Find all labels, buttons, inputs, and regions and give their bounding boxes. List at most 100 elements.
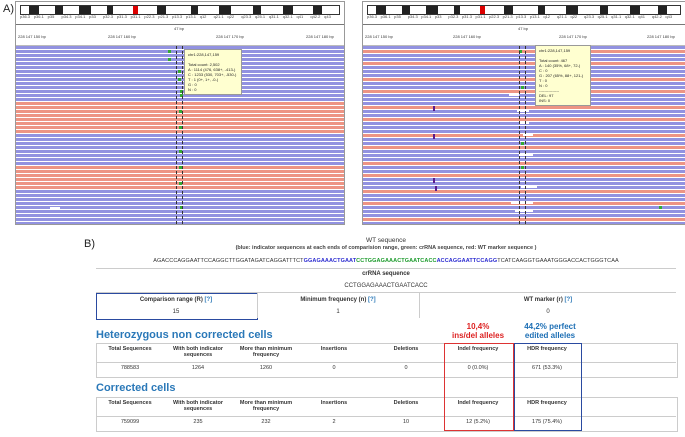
ruler-tick: 228 147 170 bp	[216, 34, 244, 39]
tooltip-line: T : 0	[539, 78, 547, 83]
read-row	[363, 54, 685, 57]
ideogram-band-label: q21.1	[556, 14, 567, 19]
min-frequency-value[interactable]: 1	[336, 309, 340, 315]
read-row	[16, 186, 344, 189]
table-header-cell: HDR frequency	[527, 346, 567, 352]
table-value-cell: 0	[404, 365, 408, 371]
read-row	[363, 50, 685, 53]
ideogram-band-label: p33	[89, 14, 96, 19]
table-header-cell: More than minimum frequency	[239, 400, 293, 412]
ideogram-band-label: q32.1	[282, 14, 293, 19]
read-row	[16, 134, 344, 137]
seq-indicator-left: GGAGAAACTGAAT	[303, 258, 357, 264]
tooltip-line: N : 0	[539, 83, 548, 88]
table-value-cell: 232	[261, 419, 271, 425]
deletion-marker	[519, 122, 529, 124]
igv-panel-heterozygous[interactable]: p36.3 p36.1 p35 p34.3 p34.1 p33 p32.3 p31.3 p31.…	[15, 1, 345, 225]
tooltip-line: ---------------	[539, 88, 559, 93]
table-header-cell: Indel frequency	[457, 400, 499, 406]
table-value-cell: 2	[332, 419, 336, 425]
read-row	[363, 62, 685, 65]
table-header-cell: Deletions	[393, 346, 419, 352]
insertion-marker	[435, 186, 437, 191]
read-row	[363, 102, 685, 105]
read-row	[363, 218, 685, 221]
read-row	[363, 90, 685, 93]
read-alignment-track[interactable]	[16, 46, 344, 224]
read-row	[16, 210, 344, 213]
deletion-marker	[519, 154, 533, 156]
table-header-cell: Insertions	[320, 400, 348, 406]
ideogram-band-label: p33	[434, 14, 442, 19]
ideogram-band-label: p34.3	[407, 14, 418, 19]
mismatch-marker	[179, 150, 182, 153]
ideogram-band-label: p22.3	[144, 14, 155, 19]
read-row	[16, 50, 344, 53]
read-row	[363, 158, 685, 161]
ideogram-band-label: p32.3	[448, 14, 459, 19]
divider	[96, 362, 676, 363]
read-row	[16, 62, 344, 65]
comparison-range-value[interactable]: 15	[172, 309, 180, 315]
ideogram-labels: p36.3 p36.1 p35 p34.3 p34.1 p33 p32.3 p31.3 p31.…	[20, 14, 340, 20]
ideogram-band-label: p31.1	[475, 14, 486, 19]
tooltip-line: Total count: 467	[539, 58, 568, 63]
insertion-marker	[433, 178, 435, 183]
tooltip-line: A : 140 (35%, 68+, 72-)	[539, 63, 581, 68]
read-row	[16, 82, 344, 85]
table-value-cell: 759099	[120, 419, 140, 425]
read-row	[16, 122, 344, 125]
divider	[96, 416, 676, 417]
ideogram-band-label: p32.3	[102, 14, 113, 19]
read-row	[363, 142, 685, 145]
deletion-marker	[521, 186, 537, 188]
tooltip-line: C : 0	[539, 68, 548, 73]
help-link[interactable]: [?]	[564, 297, 573, 303]
ideogram-band-label: p36.3	[20, 14, 31, 19]
read-row	[363, 206, 685, 209]
read-row	[16, 158, 344, 161]
table-header-cell: Total Sequences	[108, 400, 152, 406]
ideogram-band-label: q12	[543, 14, 551, 19]
read-alignment-track[interactable]	[363, 46, 685, 224]
ruler-tick: 228 147 180 bp	[647, 34, 675, 39]
table-header-cell: With both indicator sequences	[172, 400, 224, 412]
read-row	[16, 106, 344, 109]
help-link[interactable]: [?]	[204, 297, 213, 303]
crrna-sequence: CCTGGAGAAACTGAATCACC	[344, 283, 428, 289]
ideogram-band-label: p13.1	[529, 14, 540, 19]
ideogram-band-label: q43	[665, 14, 673, 19]
read-row	[363, 74, 685, 77]
ideogram-band-label: p13.3	[516, 14, 527, 19]
tooltip-line: T : 1 (0+, 1+, -0-)	[188, 77, 219, 82]
deletion-marker	[517, 110, 529, 112]
tooltip-line: INS: 0	[539, 98, 551, 103]
heterozygous-title: Heterozygous non corrected cells	[96, 329, 273, 341]
ruler-tick: 228 147 160 bp	[453, 34, 481, 39]
mismatch-marker	[168, 58, 171, 61]
seq-indicator-right: ACCAGGAATTCCAGG	[436, 258, 498, 264]
chromosome-ideogram[interactable]	[20, 5, 340, 15]
read-row	[363, 166, 685, 169]
read-row	[16, 202, 344, 205]
wt-sequence-title: WT sequence	[366, 237, 406, 244]
help-link[interactable]: [?]	[368, 297, 376, 303]
read-row	[16, 154, 344, 157]
divider	[419, 293, 420, 318]
table-header-cell: More than minimum frequency	[239, 346, 293, 358]
table-value-cell: 0	[332, 365, 336, 371]
ideogram-band-label: p34.1	[421, 14, 432, 19]
read-row	[363, 150, 685, 153]
indel-annotation: 10,4% ins/del alleles	[451, 322, 505, 340]
ruler-span: 47 bp	[518, 26, 529, 31]
ideogram-band-label: q31.1	[611, 14, 622, 19]
read-row	[16, 118, 344, 121]
read-row	[16, 218, 344, 221]
mismatch-marker	[519, 50, 522, 53]
ideogram-band-label: q25.1	[597, 14, 608, 19]
wt-marker-value[interactable]: 0	[546, 309, 550, 315]
chromosome-ideogram[interactable]	[367, 5, 681, 15]
deletion-marker	[511, 202, 533, 204]
ideogram-band-label: p13.1	[185, 14, 196, 19]
igv-panel-corrected[interactable]: p36.3 p36.1 p35 p34.3 p34.1 p33 p32.3 p31.3 p31.…	[362, 1, 685, 225]
